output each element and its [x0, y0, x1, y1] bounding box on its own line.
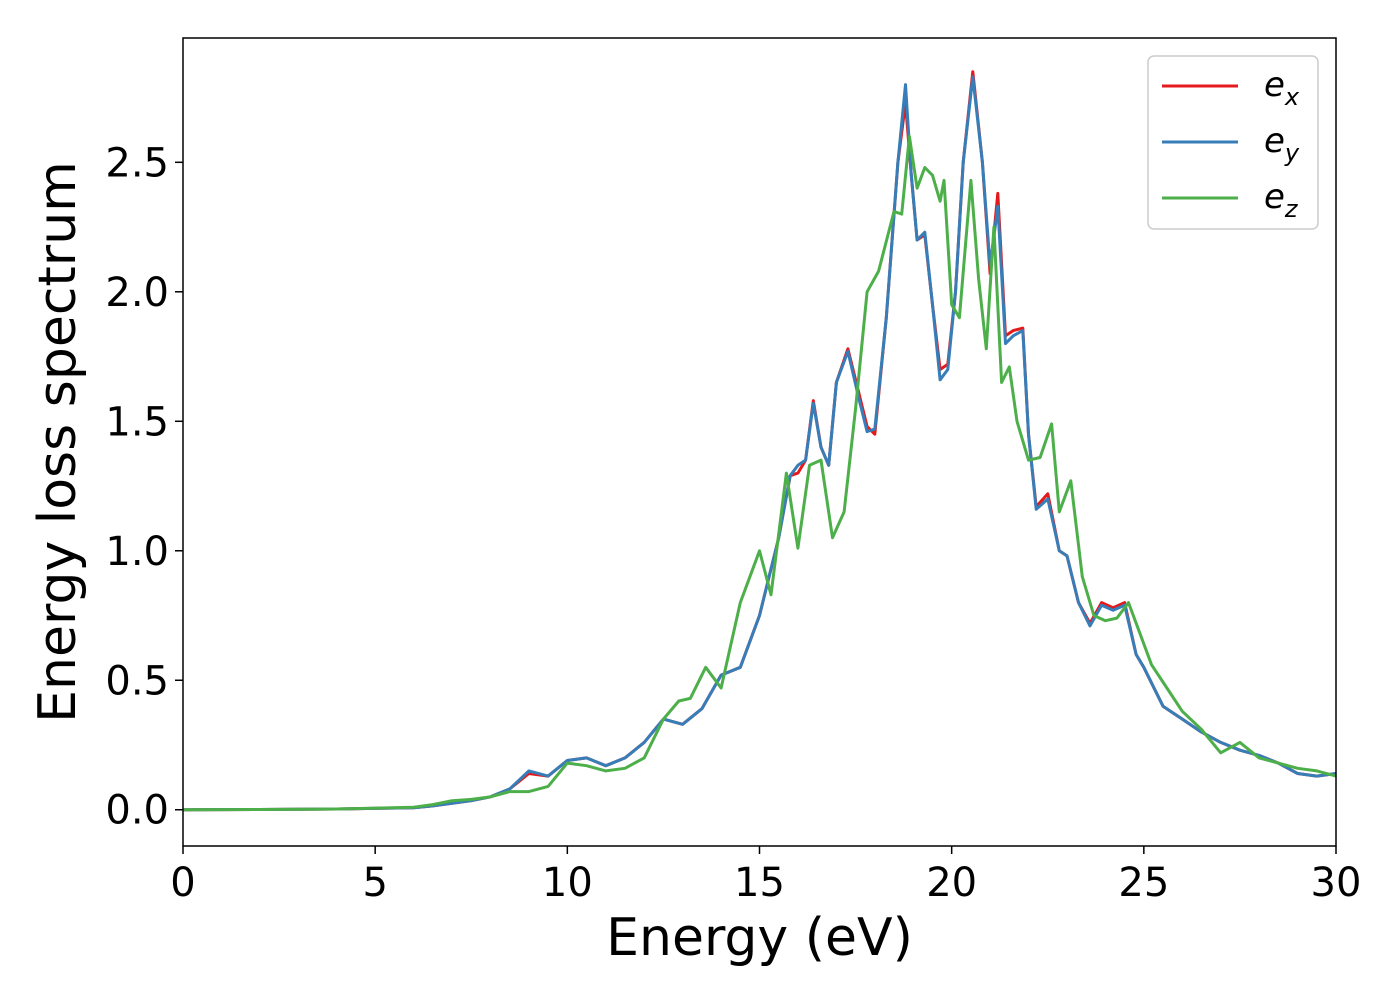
x-tick-label: 10	[542, 860, 593, 906]
plot-frame	[182, 37, 1337, 847]
y-tick-label: 0.0	[105, 788, 169, 834]
y-tick-label: 1.5	[105, 399, 169, 445]
x-tick-label: 15	[734, 860, 785, 906]
plot-lines	[182, 70, 1337, 812]
x-tick-label: 20	[926, 860, 977, 906]
x-tick-label: 30	[1311, 860, 1362, 906]
x-axis-ticks: 0 5 10 15 20 25 30	[170, 846, 1361, 906]
y-tick-label: 2.5	[105, 140, 169, 186]
x-tick-label: 0	[170, 860, 195, 906]
x-axis-label: Energy (eV)	[606, 908, 913, 968]
y-tick-label: 1.0	[105, 529, 169, 575]
y-axis-ticks: 0.0 0.5 1.0 1.5 2.0 2.5	[105, 140, 183, 834]
y-tick-label: 2.0	[105, 270, 169, 316]
y-tick-label: 0.5	[105, 658, 169, 704]
x-tick-label: 25	[1118, 860, 1169, 906]
series-line-e-z	[182, 134, 1337, 812]
series-line-e-y	[182, 75, 1337, 812]
y-axis-label: Energy loss spectrum	[28, 161, 88, 723]
x-tick-label: 5	[362, 860, 387, 906]
